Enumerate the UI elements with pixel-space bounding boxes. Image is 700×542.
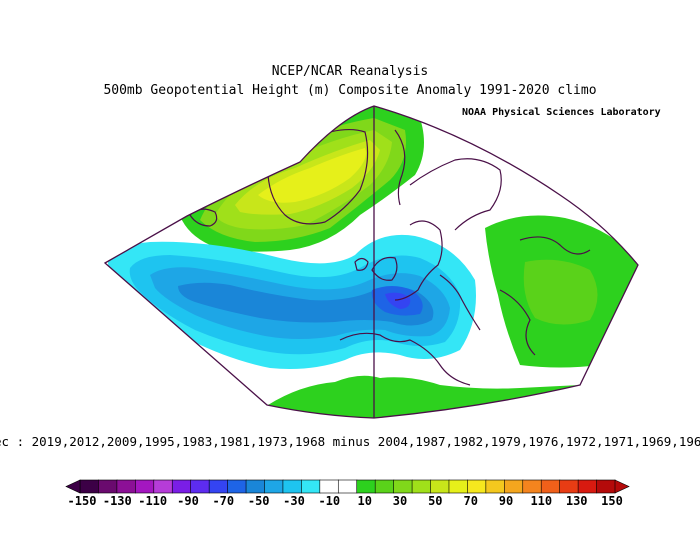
colorbar-tick-label: -110: [138, 494, 167, 508]
colorbar-swatch: [430, 479, 450, 494]
colorbar-swatch: [411, 479, 432, 494]
colorbar-swatch: [467, 479, 487, 494]
colorbar-tick-label: 30: [393, 494, 407, 508]
colorbar-swatch: [153, 479, 173, 494]
colorbar-tick-label: -150: [68, 494, 97, 508]
colorbar-min-arrow: [65, 479, 81, 494]
colorbar-tick-label: 50: [428, 494, 442, 508]
colorbar-swatch: [190, 479, 210, 494]
colorbar-tick-label: -130: [103, 494, 132, 508]
colorbar-swatch: [116, 479, 136, 494]
colorbar-tick-label: -50: [248, 494, 270, 508]
colorbar-tick-label: 110: [530, 494, 552, 508]
colorbar-tick-label: 70: [463, 494, 477, 508]
composite-dates: ec : 2019,2012,2009,1995,1983,1981,1973,…: [0, 434, 700, 449]
colorbar-swatch: [227, 479, 247, 494]
colorbar-tick-label: -10: [318, 494, 340, 508]
colorbar-swatch: [208, 479, 229, 494]
colorbar-tick-label: 10: [357, 494, 371, 508]
credit-label: NOAA Physical Sciences Laboratory: [462, 107, 661, 118]
colorbar-tick-label: -90: [177, 494, 199, 508]
colorbar-swatch: [319, 479, 339, 494]
colorbar-swatch: [485, 479, 505, 494]
colorbar-swatch: [374, 479, 395, 494]
colorbar-swatch: [504, 479, 524, 494]
colorbar-swatch: [393, 479, 413, 494]
page-subtitle: 500mb Geopotential Height (m) Composite …: [103, 83, 597, 98]
colorbar-swatch: [356, 479, 376, 494]
colorbar-tick-label: -30: [283, 494, 305, 508]
colorbar-tick-label: 130: [566, 494, 588, 508]
colorbar-swatch: [559, 479, 579, 494]
colorbar-tick-label: -70: [212, 494, 234, 508]
colorbar-swatch: [596, 479, 616, 494]
colorbar-swatch: [245, 479, 266, 494]
positive-anomaly-south: [268, 375, 580, 418]
colorbar-swatch: [171, 479, 192, 494]
colorbar-swatch: [540, 479, 561, 494]
colorbar-swatch: [522, 479, 542, 494]
colorbar-swatch: [301, 479, 321, 494]
colorbar-swatch: [577, 479, 598, 494]
colorbar-tick-label: 90: [499, 494, 513, 508]
colorbar-swatch: [337, 479, 358, 494]
colorbar-max-arrow: [614, 479, 630, 494]
page-title: NCEP/NCAR Reanalysis: [271, 64, 429, 79]
colorbar-swatch: [264, 479, 284, 494]
colorbar-swatch: [135, 479, 155, 494]
colorbar-swatch: [79, 479, 100, 494]
shading-layer: [105, 106, 638, 418]
colorbar-tick-label: 150: [601, 494, 623, 508]
colorbar-swatch: [448, 479, 469, 494]
colorbar-swatch: [282, 479, 302, 494]
colorbar-swatch: [98, 479, 118, 494]
